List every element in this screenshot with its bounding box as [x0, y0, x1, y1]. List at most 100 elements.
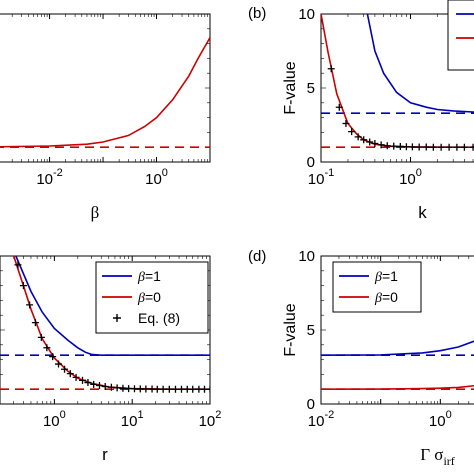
legend-label: Eq. (8)	[138, 310, 180, 326]
panel-c-series	[0, 256, 210, 393]
eq8-marker	[153, 385, 161, 393]
x-axis-label-main: β	[91, 203, 100, 222]
eq8-marker	[453, 143, 461, 151]
eq8-marker	[445, 143, 453, 151]
legend-label: β=0	[137, 289, 161, 306]
x-tick-exponent: 2	[215, 409, 221, 421]
eq8-marker	[371, 140, 379, 147]
panel-label-b: (b)	[248, 5, 266, 22]
x-tick-label: 10-1	[308, 167, 334, 188]
eq8-marker	[142, 385, 150, 393]
eq8-marker	[408, 143, 416, 151]
legend-label: β=1	[137, 268, 161, 285]
legend-label-symbol: β	[374, 270, 382, 285]
x-tick-base: 10	[399, 171, 416, 188]
x-axis-label: k	[418, 203, 427, 222]
eq8-marker	[335, 103, 343, 111]
eq8-marker	[422, 143, 430, 151]
legend-label-text: Eq. (8)	[138, 310, 180, 326]
x-axis-label-main: r	[102, 445, 108, 464]
eq8-marker	[159, 385, 167, 393]
eq8-marker	[125, 385, 133, 393]
x-tick-base: 10	[121, 413, 138, 430]
y-axis-label: F-value	[282, 303, 299, 356]
series-line	[321, 384, 474, 390]
legend-label-text: =0	[145, 289, 161, 305]
x-tick-exponent: -1	[324, 167, 334, 179]
eq8-marker	[95, 382, 103, 389]
eq8-marker	[469, 143, 474, 151]
y-axis-label: F-value	[282, 61, 299, 114]
eq8-marker	[348, 128, 356, 136]
x-axis-label-main: Γ σ	[420, 445, 443, 464]
y-tick-label: 0	[307, 396, 315, 413]
eq8-marker	[84, 379, 92, 387]
x-tick-label: 101	[121, 409, 144, 430]
eq8-marker	[415, 143, 423, 151]
legend-label-text: =1	[145, 268, 161, 284]
eq8-marker	[66, 370, 74, 378]
x-tick-exponent: 1	[137, 409, 143, 421]
x-tick-label: 100	[399, 167, 422, 188]
x-tick-base: 10	[308, 171, 325, 188]
x-tick-base: 10	[429, 413, 446, 430]
x-tick-label: 10-2	[308, 409, 334, 430]
eq8-marker	[206, 385, 210, 393]
eq8-marker	[43, 344, 51, 352]
eq8-marker	[354, 133, 362, 141]
x-tick-label: 102	[199, 409, 222, 430]
eq8-marker	[429, 143, 437, 151]
x-tick-base: 10	[199, 413, 216, 430]
eq8-marker	[342, 120, 350, 128]
eq8-marker	[171, 385, 179, 393]
eq8-marker	[165, 385, 173, 393]
series-line	[366, 14, 474, 113]
x-tick-exponent: 0	[162, 167, 168, 179]
eq8-marker	[390, 142, 398, 150]
eq8-marker	[460, 143, 468, 151]
x-axis-label: r	[102, 445, 108, 464]
x-tick-label: 100	[145, 167, 168, 188]
series-line	[0, 37, 210, 148]
eq8-marker	[55, 360, 63, 368]
eq8-marker	[31, 319, 39, 327]
eq8-marker	[377, 141, 385, 149]
eq8-marker	[37, 333, 45, 341]
panel-a-frame	[0, 13, 211, 163]
legend-label: β=1	[374, 268, 398, 285]
y-tick-label: 5	[307, 322, 315, 339]
panel-a-series	[0, 37, 210, 148]
eq8-marker	[61, 365, 69, 373]
legend-box	[447, 0, 474, 71]
x-tick-label: 100	[43, 409, 66, 430]
x-tick-base: 10	[308, 413, 325, 430]
x-tick-base: 10	[145, 171, 162, 188]
x-tick-base: 10	[43, 413, 60, 430]
eq8-marker	[366, 138, 374, 146]
legend-label-symbol: β	[374, 291, 382, 306]
panel-b-series	[321, 14, 474, 151]
x-tick-base: 10	[36, 171, 53, 188]
x-tick-exponent: 0	[416, 167, 422, 179]
eq8-marker	[19, 282, 27, 290]
y-tick-label: 10	[298, 6, 315, 23]
panel-label-d: (d)	[248, 248, 266, 265]
eq8-marker	[360, 136, 368, 144]
x-axis-label: Γ σirf	[420, 445, 455, 468]
series-line	[321, 340, 474, 356]
y-tick-label: 0	[307, 154, 315, 171]
eq8-marker	[26, 301, 34, 309]
legend-label-symbol: β	[137, 270, 145, 285]
x-tick-exponent: 0	[60, 409, 66, 421]
x-tick-label: 100	[429, 409, 452, 430]
eq8-marker	[383, 142, 391, 150]
panel-d-series	[321, 340, 474, 390]
x-tick-label: 10-2	[36, 167, 62, 188]
eq8-marker	[327, 65, 335, 73]
eq8-marker	[437, 143, 445, 151]
eq8-marker	[79, 376, 87, 384]
